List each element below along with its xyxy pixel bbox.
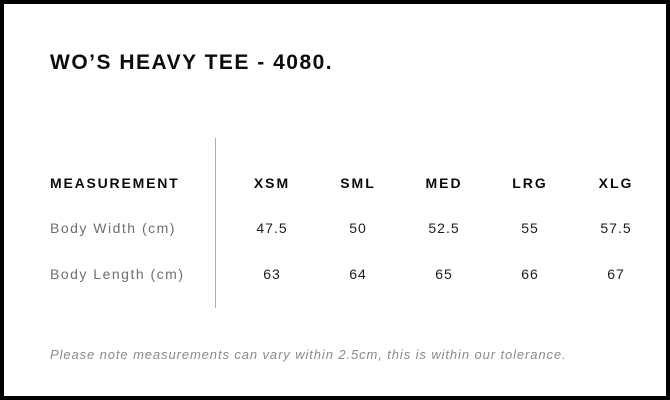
column-header-measurement: MEASUREMENT: [50, 175, 180, 191]
table-row-body-width: Body Width (cm) 47.5 50 52.5 55 57.5: [50, 207, 659, 249]
body-length-med-value: 65: [435, 266, 453, 282]
body-length-xsm-value: 63: [263, 266, 281, 282]
table-vertical-divider: [215, 138, 216, 308]
table-header-row: MEASUREMENT XSM SML MED LRG XLG: [50, 159, 659, 207]
body-length-xlg-value: 67: [607, 266, 625, 282]
row-label-body-width: Body Width (cm): [50, 220, 176, 236]
column-header-lrg: LRG: [512, 175, 548, 191]
column-header-med: MED: [425, 175, 463, 191]
body-width-sml-value: 50: [349, 220, 367, 236]
tolerance-note: Please note measurements can vary within…: [50, 347, 567, 362]
body-width-xlg-value: 57.5: [600, 220, 632, 236]
size-table: MEASUREMENT XSM SML MED LRG XLG Body Wid…: [50, 159, 659, 299]
table-row-body-length: Body Length (cm) 63 64 65 66 67: [50, 249, 659, 299]
body-width-lrg-value: 55: [521, 220, 539, 236]
body-length-lrg-value: 66: [521, 266, 539, 282]
body-length-sml-value: 64: [349, 266, 367, 282]
body-width-xsm-value: 47.5: [256, 220, 288, 236]
row-label-body-length: Body Length (cm): [50, 266, 185, 282]
body-width-med-value: 52.5: [428, 220, 460, 236]
page-title: WO’S HEAVY TEE - 4080.: [50, 51, 334, 74]
column-header-xlg: XLG: [598, 175, 634, 191]
column-header-sml: SML: [340, 175, 376, 191]
column-header-xsm: XSM: [253, 175, 291, 191]
